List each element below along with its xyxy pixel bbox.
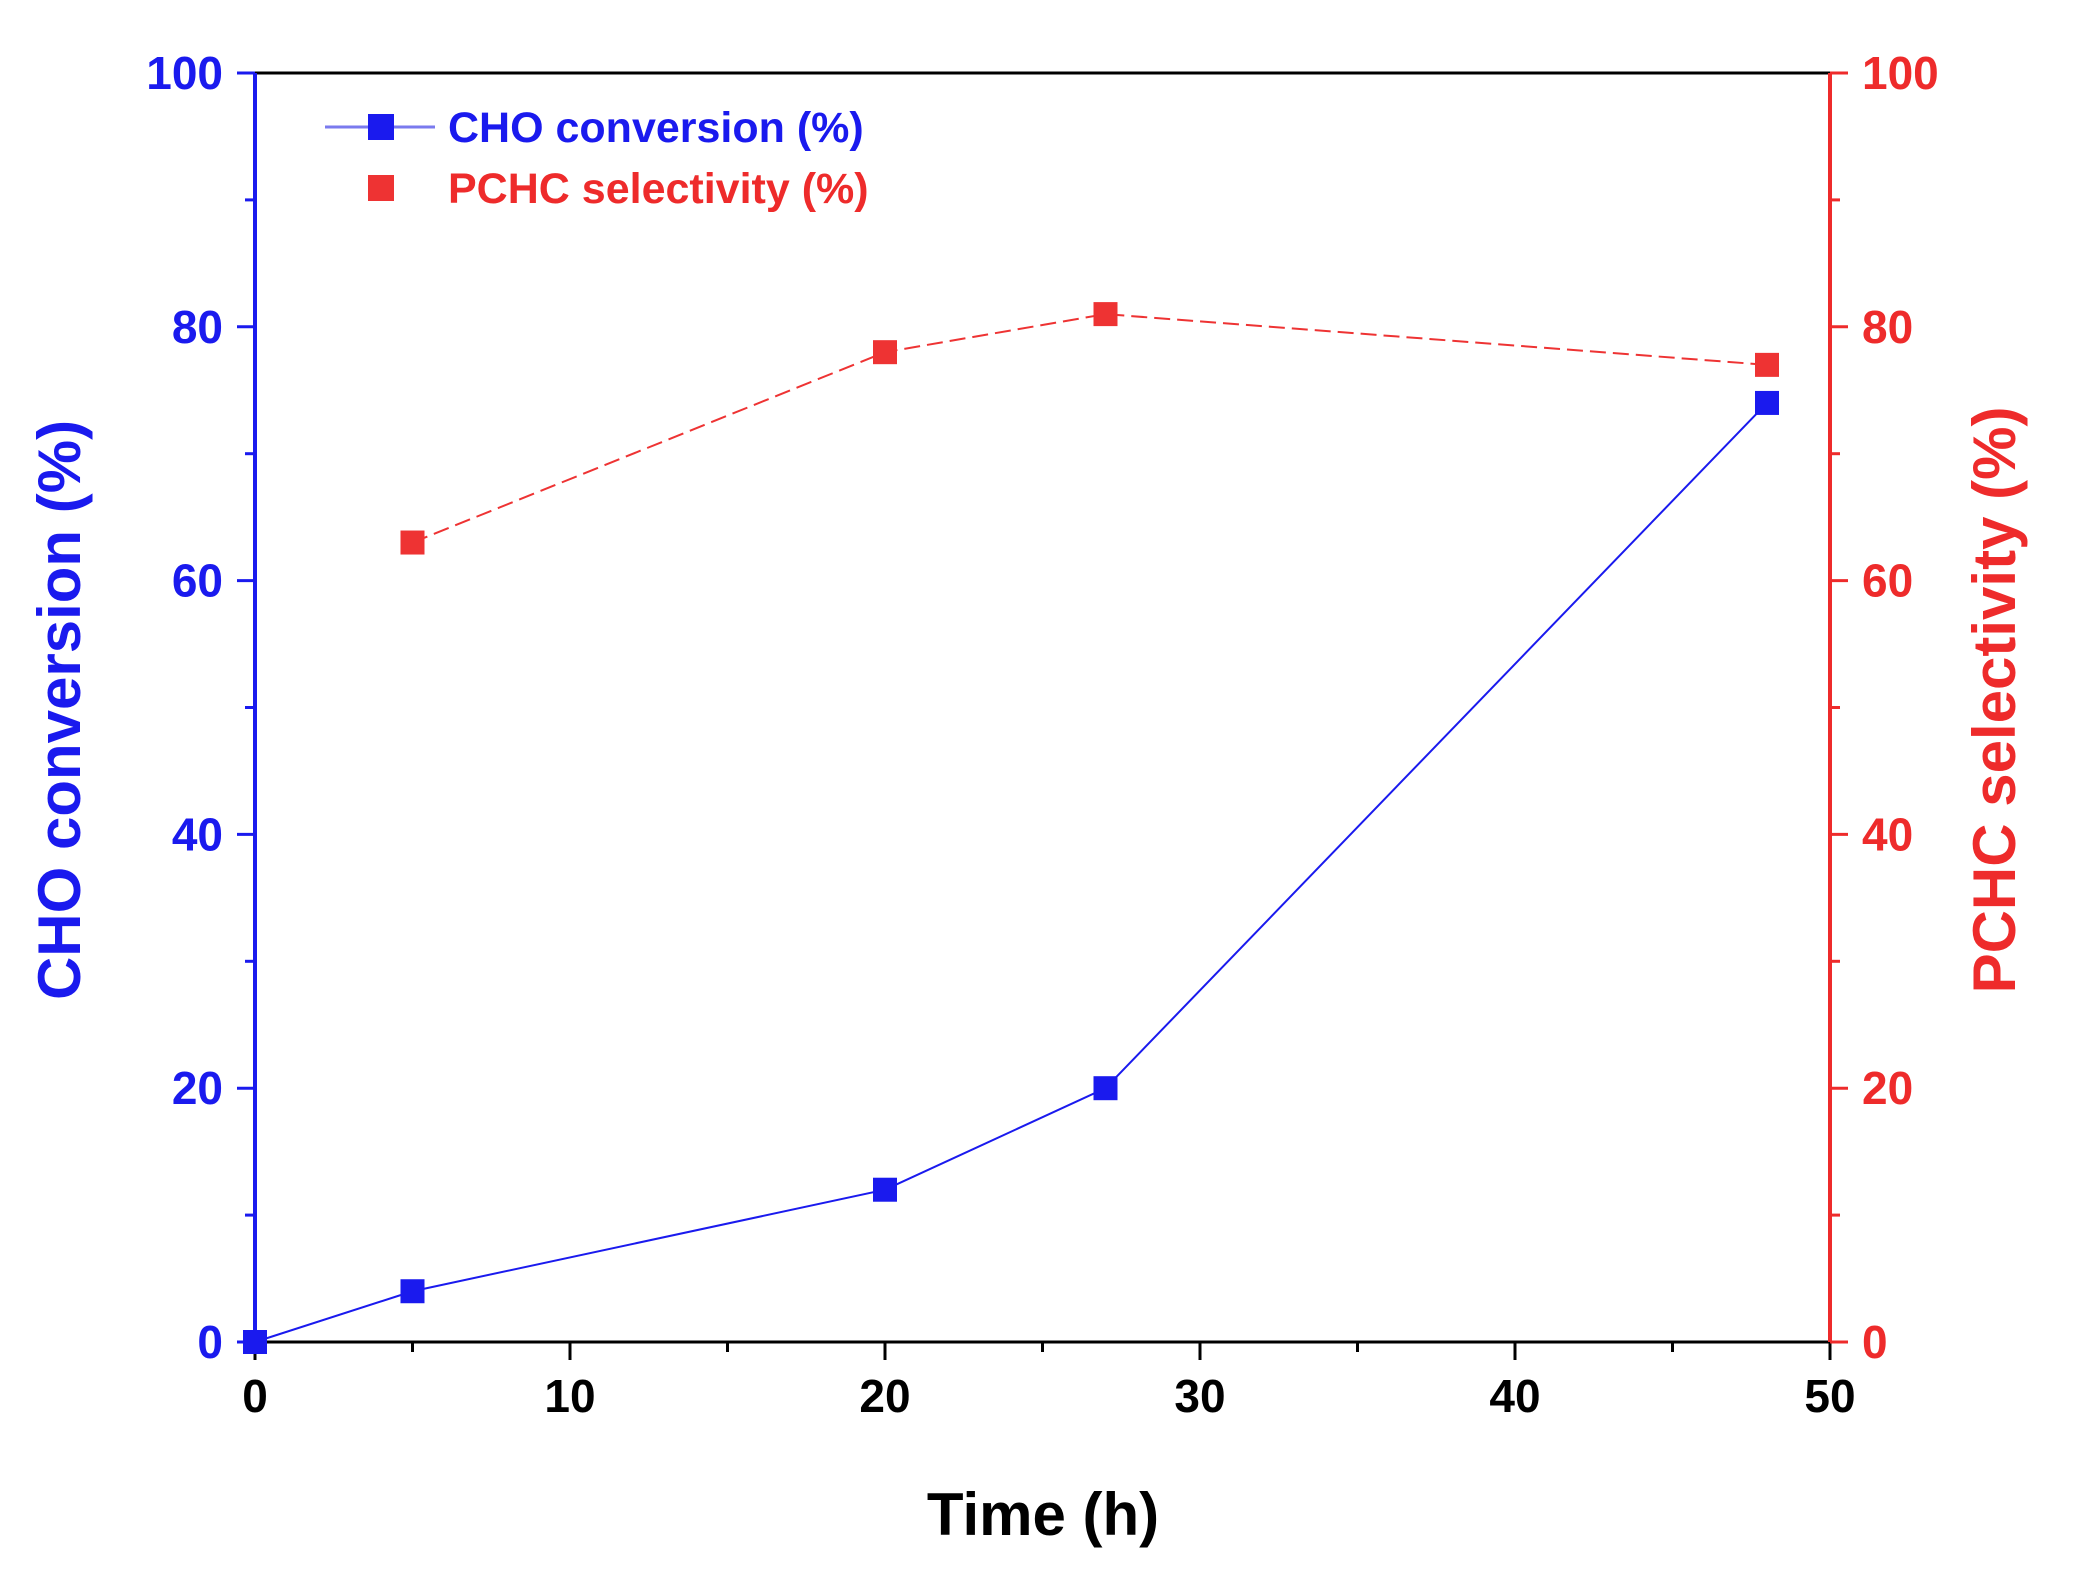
legend-label-pchc: PCHC selectivity (%) (448, 165, 869, 213)
right-y-tick-label: 100 (1862, 47, 1939, 99)
left-y-tick-label: 0 (197, 1316, 223, 1368)
x-tick-label: 0 (242, 1370, 268, 1422)
data-point-pchc (1093, 302, 1118, 327)
x-tick-label: 40 (1489, 1370, 1540, 1422)
series-line-pchc-selectivity (412, 313, 1768, 544)
data-point-pchc (1755, 352, 1779, 377)
right-y-tick-label: 60 (1862, 555, 1913, 607)
left-y-axis-title: CHO conversion (%) (26, 420, 93, 1000)
legend-marker-cho (368, 114, 394, 140)
data-point-cho (1755, 390, 1779, 415)
x-tick-label: 30 (1174, 1370, 1225, 1422)
data-point-cho (243, 1330, 267, 1354)
data-point-cho (1093, 1076, 1118, 1101)
right-y-axis-title: PCHC selectivity (%) (1961, 407, 2028, 994)
x-tick-label: 20 (859, 1370, 910, 1422)
data-point-pchc (873, 340, 897, 365)
data-point-cho (873, 1177, 897, 1202)
x-axis-title: Time (h) (927, 1481, 1159, 1548)
left-y-tick-label: 80 (172, 301, 223, 353)
left-y-tick-label: 40 (172, 808, 223, 860)
left-y-tick-label: 100 (146, 47, 223, 99)
right-y-tick-label: 20 (1862, 1062, 1913, 1114)
legend: CHO conversion (%) PCHC selectivity (%) (325, 104, 869, 213)
right-y-tick-label: 0 (1862, 1316, 1888, 1368)
legend-label-cho: CHO conversion (%) (448, 104, 864, 152)
left-y-tick-label: 20 (172, 1062, 223, 1114)
right-y-tick-label: 80 (1862, 301, 1913, 353)
x-tick-label: 50 (1804, 1370, 1855, 1422)
right-y-tick-label: 40 (1862, 808, 1913, 860)
legend-marker-pchc (368, 175, 394, 201)
data-point-cho (400, 1279, 425, 1304)
axis-ticks (237, 71, 1848, 1360)
data-point-pchc (400, 530, 425, 555)
series-markers (243, 302, 1779, 1354)
x-tick-label: 10 (544, 1370, 595, 1422)
left-y-tick-label: 60 (172, 555, 223, 607)
